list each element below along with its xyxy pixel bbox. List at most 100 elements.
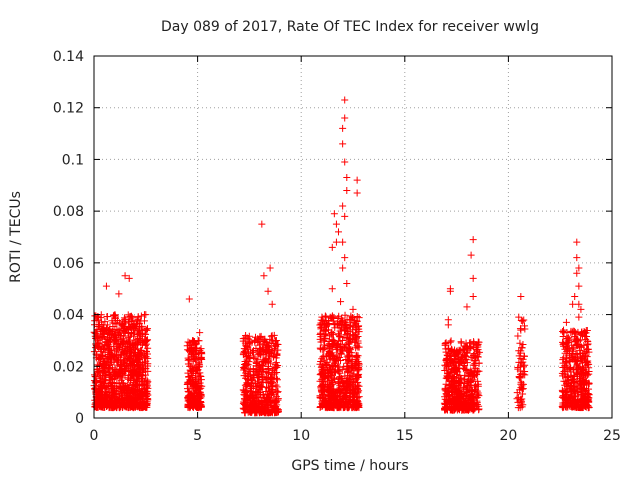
data-point — [321, 327, 329, 335]
data-point — [514, 364, 522, 372]
data-point — [338, 394, 346, 402]
data-point — [441, 341, 449, 349]
data-point — [129, 321, 137, 329]
data-point — [183, 342, 191, 350]
data-point — [562, 318, 570, 326]
data-point — [192, 374, 200, 382]
data-point — [341, 319, 349, 327]
data-point — [321, 341, 329, 349]
data-point — [95, 353, 103, 361]
data-point — [256, 333, 264, 341]
x-tick-label: 0 — [90, 428, 99, 444]
data-point — [253, 407, 261, 415]
data-point — [96, 339, 104, 347]
data-point — [125, 318, 133, 326]
data-point — [330, 375, 338, 383]
data-point — [585, 380, 593, 388]
data-point — [585, 370, 593, 378]
data-point — [95, 344, 103, 352]
y-tick-label: 0.08 — [53, 204, 84, 220]
data-point — [352, 329, 360, 337]
data-point — [559, 328, 567, 336]
data-point — [321, 312, 329, 320]
data-point — [243, 387, 251, 395]
data-point — [448, 388, 456, 396]
data-point — [346, 352, 354, 360]
data-point — [330, 374, 338, 382]
data-point — [469, 292, 477, 300]
data-point — [467, 251, 475, 259]
data-point — [262, 398, 270, 406]
data-point — [573, 369, 581, 377]
data-point — [272, 398, 280, 406]
data-point — [266, 336, 274, 344]
data-point — [338, 337, 346, 345]
data-point — [583, 353, 591, 361]
data-point — [442, 361, 450, 369]
data-point — [117, 332, 125, 340]
data-point — [272, 363, 280, 371]
data-point — [321, 334, 329, 342]
data-point — [475, 348, 483, 356]
data-point — [327, 330, 335, 338]
data-point — [323, 320, 331, 328]
data-point — [571, 383, 579, 391]
data-point — [469, 274, 477, 282]
data-point — [343, 316, 351, 324]
data-point — [318, 313, 326, 321]
data-point — [185, 356, 193, 364]
data-point — [581, 332, 589, 340]
data-point — [117, 366, 125, 374]
data-point — [583, 385, 591, 393]
data-point — [317, 357, 325, 365]
data-point — [92, 373, 100, 381]
data-point — [463, 303, 471, 311]
data-point — [197, 394, 205, 402]
data-point — [339, 140, 347, 148]
grid-layer — [94, 56, 612, 418]
data-point — [337, 325, 345, 333]
data-point — [353, 189, 361, 197]
data-point — [470, 339, 478, 347]
data-point — [140, 377, 148, 385]
data-point — [249, 365, 257, 373]
data-point — [579, 359, 587, 367]
data-point — [125, 340, 133, 348]
data-point — [334, 367, 342, 375]
data-point — [135, 351, 143, 359]
data-point — [252, 358, 260, 366]
data-point — [566, 357, 574, 365]
data-point — [346, 389, 354, 397]
data-point — [253, 380, 261, 388]
data-point — [241, 409, 249, 417]
data-point — [137, 346, 145, 354]
data-point — [98, 351, 106, 359]
data-point — [318, 382, 326, 390]
data-point — [254, 336, 262, 344]
data-point — [452, 389, 460, 397]
data-point — [99, 372, 107, 380]
data-point — [330, 393, 338, 401]
data-points — [90, 96, 593, 417]
data-point — [353, 333, 361, 341]
data-point — [106, 325, 114, 333]
data-point — [138, 399, 146, 407]
data-point — [120, 368, 128, 376]
data-point — [575, 300, 583, 308]
data-point — [334, 386, 342, 394]
data-point — [352, 374, 360, 382]
data-point — [318, 365, 326, 373]
data-point — [91, 403, 99, 411]
data-point — [125, 394, 133, 402]
data-point — [455, 378, 463, 386]
data-point — [255, 362, 263, 370]
data-point — [463, 400, 471, 408]
data-point — [347, 322, 355, 330]
data-point — [447, 337, 455, 345]
data-point — [473, 394, 481, 402]
data-point — [562, 392, 570, 400]
data-point — [115, 290, 123, 298]
y-axis-label: ROTI / TECUs — [8, 191, 24, 283]
data-point — [196, 362, 204, 370]
data-point — [583, 358, 591, 366]
